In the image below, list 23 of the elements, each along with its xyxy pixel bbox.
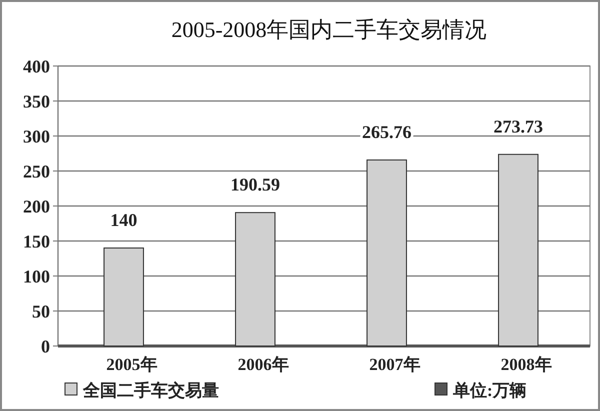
- bar: [235, 212, 276, 346]
- bar: [104, 248, 144, 346]
- x-tick-label: 2006年: [238, 355, 289, 374]
- y-tick-label: 100: [23, 266, 50, 286]
- y-tick-label: 250: [23, 161, 50, 182]
- chart-title: 2005-2008年国内二手车交易情况: [171, 17, 487, 42]
- x-tick-label: 2005年: [106, 355, 158, 374]
- y-tick-label: 150: [23, 231, 50, 252]
- bar: [366, 159, 407, 346]
- legend-label: 全国二手车交易量: [82, 380, 219, 400]
- y-tick-label: 200: [23, 196, 50, 216]
- y-tick-label: 50: [32, 301, 50, 322]
- x-tick-label: 2008年: [500, 355, 552, 374]
- data-label: 190.59: [230, 174, 280, 195]
- data-label: 273.73: [494, 116, 543, 136]
- bar: [498, 154, 538, 346]
- y-tick-label: 300: [23, 126, 50, 146]
- x-tick-label: 2007年: [369, 355, 420, 374]
- y-tick-label: 400: [23, 56, 50, 76]
- y-tick-label: 0: [41, 336, 50, 356]
- y-tick-label: 350: [23, 91, 50, 112]
- data-label: 140: [110, 210, 138, 230]
- legend-label: 单位:万辆: [452, 380, 527, 400]
